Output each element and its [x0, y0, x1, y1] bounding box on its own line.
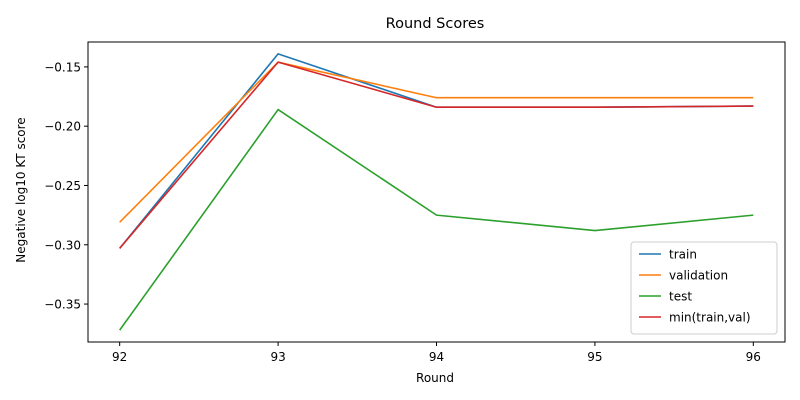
series-line-validation: [119, 61, 754, 223]
y-tick-label: −0.30: [44, 238, 81, 252]
y-tick-label: −0.35: [44, 298, 81, 312]
x-axis-title: Round: [416, 371, 454, 385]
x-tick-label: 93: [270, 350, 285, 364]
series-line-test: [119, 108, 754, 331]
y-axis-title: Negative log10 KT score: [14, 117, 28, 262]
y-tick-label: −0.25: [44, 179, 81, 193]
x-tick-label: 95: [587, 350, 602, 364]
x-tick-label: 94: [429, 350, 444, 364]
series-line-min-train-val-: [119, 61, 754, 249]
plot-area: 92 93 94 95 96 −0.15 −0.20 −0.25 −0.30 −0.35: [44, 41, 786, 364]
x-tick-label: 96: [746, 350, 761, 364]
legend-label: min(train,val): [669, 311, 751, 325]
y-tick-label: −0.20: [44, 120, 81, 134]
legend-label: validation: [669, 269, 728, 283]
series-line-train: [119, 53, 754, 249]
chart-title: Round Scores: [386, 16, 485, 32]
x-tick-label: 92: [112, 350, 127, 364]
y-tick-label: −0.15: [44, 60, 81, 74]
legend-label: train: [669, 248, 697, 262]
legend-box: [630, 241, 778, 335]
legend: train validation test min(train,val): [630, 241, 778, 335]
legend-label: test: [669, 290, 692, 304]
